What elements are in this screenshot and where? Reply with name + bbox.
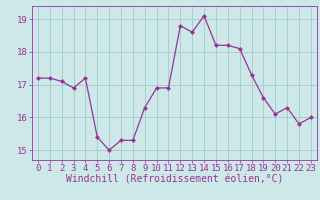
X-axis label: Windchill (Refroidissement éolien,°C): Windchill (Refroidissement éolien,°C)	[66, 175, 283, 185]
